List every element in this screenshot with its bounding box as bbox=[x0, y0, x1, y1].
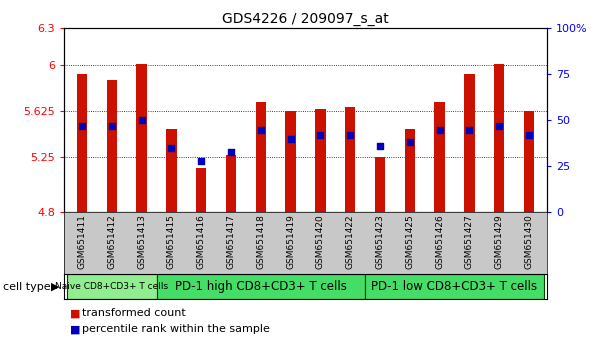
Text: PD-1 high CD8+CD3+ T cells: PD-1 high CD8+CD3+ T cells bbox=[175, 280, 347, 293]
Point bbox=[375, 143, 385, 149]
Text: GSM651416: GSM651416 bbox=[197, 214, 206, 269]
Bar bbox=[77, 74, 87, 212]
Text: GSM651418: GSM651418 bbox=[256, 214, 265, 269]
Bar bbox=[494, 64, 505, 212]
Bar bbox=[166, 129, 177, 212]
Text: cell type: cell type bbox=[3, 282, 51, 292]
Text: GSM651430: GSM651430 bbox=[524, 214, 533, 269]
Point bbox=[137, 118, 147, 123]
Bar bbox=[67, 274, 156, 299]
Point bbox=[464, 127, 474, 132]
Bar bbox=[345, 107, 356, 212]
Point bbox=[286, 136, 296, 142]
Bar bbox=[404, 129, 415, 212]
Bar bbox=[226, 155, 236, 212]
Text: ■: ■ bbox=[70, 308, 81, 318]
Text: PD-1 low CD8+CD3+ T cells: PD-1 low CD8+CD3+ T cells bbox=[371, 280, 538, 293]
Text: GSM651425: GSM651425 bbox=[405, 214, 414, 269]
Text: GSM651415: GSM651415 bbox=[167, 214, 176, 269]
Point bbox=[405, 139, 415, 145]
Text: GSM651417: GSM651417 bbox=[227, 214, 235, 269]
Text: GSM651420: GSM651420 bbox=[316, 214, 325, 269]
Point bbox=[256, 127, 266, 132]
Point bbox=[315, 132, 325, 138]
Point bbox=[524, 132, 534, 138]
Bar bbox=[434, 102, 445, 212]
Text: percentile rank within the sample: percentile rank within the sample bbox=[82, 324, 270, 334]
Bar bbox=[156, 274, 365, 299]
Text: ▶: ▶ bbox=[51, 282, 59, 292]
Text: GSM651412: GSM651412 bbox=[108, 214, 116, 269]
Text: Naive CD8+CD3+ T cells: Naive CD8+CD3+ T cells bbox=[55, 282, 169, 291]
Bar bbox=[255, 102, 266, 212]
Bar bbox=[136, 64, 147, 212]
Title: GDS4226 / 209097_s_at: GDS4226 / 209097_s_at bbox=[222, 12, 389, 26]
Text: GSM651411: GSM651411 bbox=[78, 214, 87, 269]
Point bbox=[77, 123, 87, 129]
Bar bbox=[285, 110, 296, 212]
Bar bbox=[375, 157, 385, 212]
Bar bbox=[365, 274, 544, 299]
Bar bbox=[106, 80, 117, 212]
Point bbox=[167, 145, 177, 151]
Point bbox=[494, 123, 504, 129]
Point bbox=[107, 123, 117, 129]
Bar bbox=[524, 110, 534, 212]
Point bbox=[196, 158, 206, 164]
Text: GSM651422: GSM651422 bbox=[346, 214, 355, 269]
Point bbox=[434, 127, 444, 132]
Text: GSM651413: GSM651413 bbox=[137, 214, 146, 269]
Point bbox=[345, 132, 355, 138]
Point bbox=[226, 149, 236, 154]
Text: GSM651419: GSM651419 bbox=[286, 214, 295, 269]
Text: GSM651423: GSM651423 bbox=[376, 214, 384, 269]
Text: ■: ■ bbox=[70, 324, 81, 334]
Text: GSM651429: GSM651429 bbox=[495, 214, 503, 269]
Bar bbox=[315, 109, 326, 212]
Bar bbox=[464, 74, 475, 212]
Text: GSM651426: GSM651426 bbox=[435, 214, 444, 269]
Bar bbox=[196, 168, 207, 212]
Text: GSM651427: GSM651427 bbox=[465, 214, 474, 269]
Text: transformed count: transformed count bbox=[82, 308, 186, 318]
